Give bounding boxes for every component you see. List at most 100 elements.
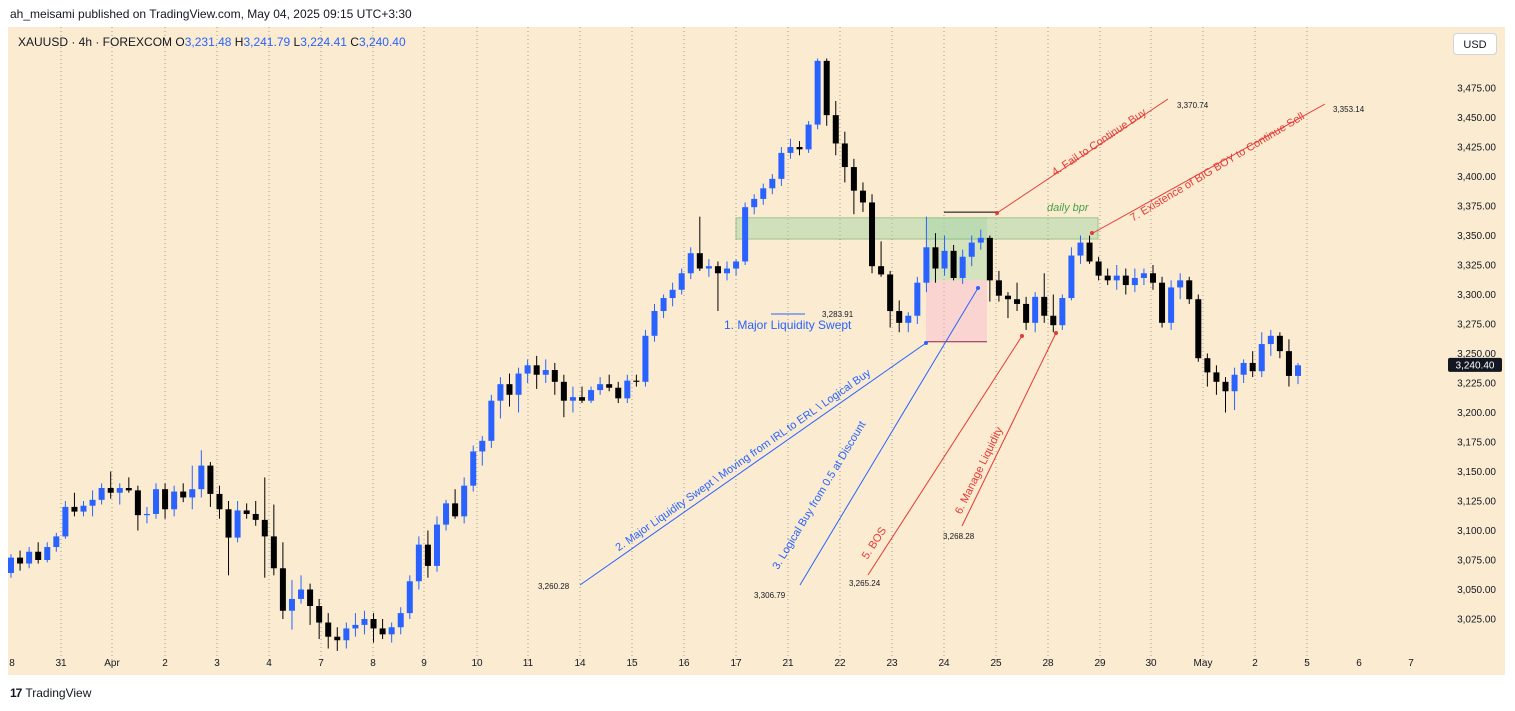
candle[interactable]	[1068, 247, 1075, 301]
candle[interactable]	[1014, 282, 1021, 312]
candle[interactable]	[1140, 268, 1147, 286]
candle[interactable]	[1004, 292, 1011, 319]
candle[interactable]	[234, 501, 241, 543]
candle[interactable]	[8, 554, 14, 578]
candle[interactable]	[796, 141, 803, 156]
currency-button[interactable]: USD	[1453, 33, 1497, 55]
candle[interactable]	[660, 294, 667, 319]
candle[interactable]	[1059, 294, 1066, 330]
candle[interactable]	[950, 244, 957, 281]
candle[interactable]	[316, 598, 323, 640]
candle[interactable]	[1122, 268, 1129, 295]
candle[interactable]	[107, 471, 114, 499]
candle[interactable]	[62, 501, 69, 539]
candle[interactable]	[896, 300, 903, 333]
candle[interactable]	[153, 483, 160, 519]
candle[interactable]	[651, 303, 658, 342]
candle[interactable]	[307, 583, 314, 625]
candle[interactable]	[1177, 273, 1184, 300]
candle[interactable]	[1086, 235, 1093, 264]
candle[interactable]	[542, 359, 549, 383]
candle[interactable]	[524, 359, 531, 383]
candle[interactable]	[189, 465, 196, 510]
candle[interactable]	[678, 268, 685, 295]
candle[interactable]	[461, 477, 468, 524]
candle[interactable]	[261, 477, 268, 578]
candle[interactable]	[551, 362, 558, 395]
candle[interactable]	[89, 490, 96, 517]
candle[interactable]	[1267, 329, 1274, 356]
candle[interactable]	[352, 613, 359, 637]
candle[interactable]	[533, 355, 540, 389]
candle[interactable]	[714, 261, 721, 312]
candle[interactable]	[932, 233, 939, 283]
candle[interactable]	[1023, 296, 1030, 330]
candle[interactable]	[887, 270, 894, 328]
candle[interactable]	[1258, 332, 1265, 378]
candle[interactable]	[1295, 362, 1301, 385]
candle[interactable]	[207, 462, 214, 507]
candle[interactable]	[497, 377, 504, 419]
candle[interactable]	[443, 499, 450, 531]
candle[interactable]	[751, 194, 758, 215]
candle[interactable]	[162, 483, 169, 519]
candle[interactable]	[778, 147, 785, 186]
candle[interactable]	[125, 477, 132, 493]
candle[interactable]	[1204, 353, 1211, 387]
candle[interactable]	[959, 249, 966, 284]
candle[interactable]	[379, 619, 386, 640]
candle[interactable]	[787, 138, 794, 159]
candle[interactable]	[388, 622, 395, 643]
candle[interactable]	[361, 610, 368, 635]
candle[interactable]	[995, 270, 1002, 302]
candle[interactable]	[905, 312, 912, 333]
candle[interactable]	[1159, 276, 1166, 328]
candle[interactable]	[1285, 339, 1292, 387]
candle[interactable]	[35, 542, 42, 564]
candle[interactable]	[986, 235, 993, 302]
candle[interactable]	[488, 394, 495, 448]
candle[interactable]	[914, 276, 921, 324]
candle[interactable]	[814, 58, 821, 130]
candle[interactable]	[143, 506, 150, 524]
candle[interactable]	[515, 367, 522, 413]
candle[interactable]	[687, 247, 694, 280]
candle[interactable]	[615, 381, 622, 404]
candle[interactable]	[578, 386, 585, 404]
candle[interactable]	[805, 121, 812, 153]
candle[interactable]	[1149, 265, 1156, 290]
candle[interactable]	[44, 542, 51, 563]
candle[interactable]	[80, 501, 87, 517]
candle[interactable]	[298, 575, 305, 604]
candle[interactable]	[878, 241, 885, 277]
candle[interactable]	[1041, 273, 1048, 323]
candle[interactable]	[116, 483, 123, 505]
candle[interactable]	[923, 216, 930, 293]
candle[interactable]	[26, 547, 33, 569]
candle[interactable]	[1222, 377, 1229, 413]
candle[interactable]	[724, 261, 731, 281]
candle[interactable]	[769, 174, 776, 195]
candle[interactable]	[642, 329, 649, 387]
candle[interactable]	[1113, 265, 1120, 290]
candle[interactable]	[1213, 365, 1220, 395]
candle[interactable]	[624, 374, 631, 404]
candle[interactable]	[452, 489, 459, 519]
candle[interactable]	[968, 235, 975, 267]
candle[interactable]	[941, 235, 948, 276]
candle[interactable]	[859, 182, 866, 212]
candle[interactable]	[397, 607, 404, 635]
candle[interactable]	[569, 386, 576, 413]
candle[interactable]	[370, 613, 377, 643]
candle[interactable]	[216, 485, 223, 519]
candle[interactable]	[1104, 268, 1111, 286]
candle[interactable]	[977, 229, 984, 250]
candle[interactable]	[850, 158, 857, 215]
candle[interactable]	[252, 501, 259, 526]
candle[interactable]	[506, 373, 513, 407]
candle[interactable]	[1131, 268, 1138, 293]
candle[interactable]	[424, 530, 431, 578]
candle[interactable]	[733, 259, 740, 276]
candle[interactable]	[1168, 280, 1175, 330]
candle[interactable]	[1249, 351, 1256, 378]
